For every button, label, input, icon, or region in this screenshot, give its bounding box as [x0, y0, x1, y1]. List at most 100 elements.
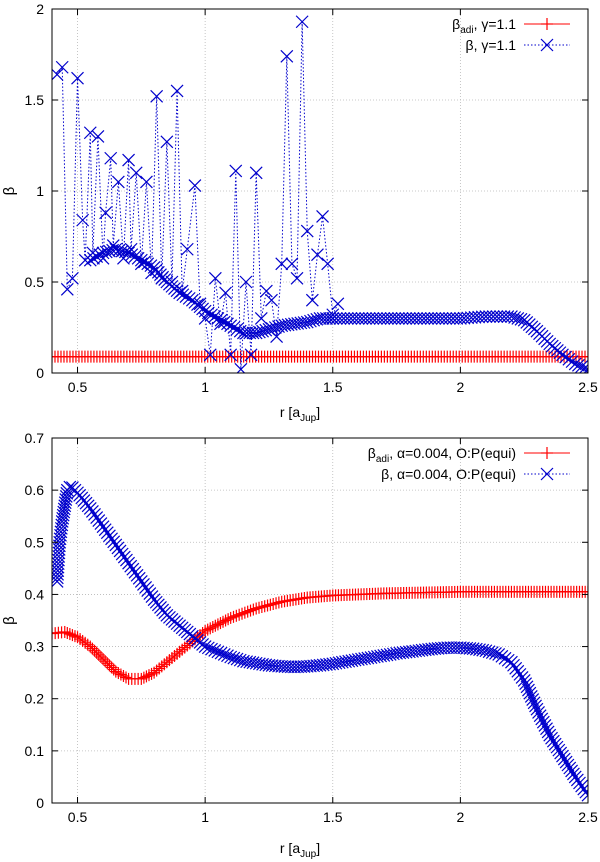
bottom-series-1-marker [134, 574, 148, 588]
top-series-1-marker-d2 [311, 248, 324, 262]
bottom-series-1-marker-d2 [122, 556, 135, 570]
bottom-series-1-marker [438, 641, 451, 655]
bottom-series-1-marker [96, 520, 110, 534]
bottom-series-1-marker [297, 660, 311, 673]
bottom-legend-marker-1-d2 [540, 467, 554, 481]
bottom-series-0-marker [261, 599, 274, 612]
top-series-2-marker-d2 [319, 311, 333, 325]
bottom-series-1-marker [536, 715, 550, 729]
top-series-1-marker-d2 [160, 135, 174, 149]
bottom-series-1-marker [143, 587, 157, 600]
top-series-3-marker-d2 [572, 358, 585, 372]
bottom-series-1-marker [139, 581, 153, 594]
bottom-series-1 [52, 480, 588, 802]
top-series-3-marker-d2 [556, 348, 569, 362]
bottom-series-1-marker-d2 [214, 646, 228, 660]
bottom-series-1-marker-d2 [566, 767, 580, 781]
bottom-series-1-marker [90, 511, 104, 524]
bottom-series-1-marker-d2 [132, 571, 146, 585]
bottom-series-1-marker-d2 [505, 655, 518, 669]
top-series-1-marker-d2 [52, 68, 64, 81]
top-series-1-marker [170, 84, 184, 98]
bottom-series-1-marker-d2 [479, 644, 493, 658]
bottom-series-1-marker [288, 660, 301, 674]
bottom-series-0-marker [253, 601, 266, 614]
top-series-2-marker-d2 [125, 248, 139, 262]
bottom-series-1-marker [217, 647, 231, 661]
bottom-series-1-marker-d2 [275, 659, 289, 673]
top-series-2-marker-d2 [141, 257, 155, 271]
top-series-1-line [56, 21, 339, 370]
bottom-series-1-marker [275, 659, 289, 673]
top-series-1-marker [65, 271, 79, 285]
bottom-series-1-marker [145, 590, 159, 604]
top-series-2-marker-d2 [83, 253, 97, 267]
top-series-1-marker-d2 [55, 60, 69, 74]
bottom-series-1-marker [444, 641, 458, 655]
top-xtick-label-0: 0.5 [68, 379, 88, 395]
bottom-series-1-marker [98, 523, 112, 537]
top-series-1-marker-d2 [122, 153, 135, 167]
top-series-2-marker-d2 [112, 243, 126, 257]
bottom-series-1-marker-d2 [85, 505, 99, 518]
bottom-ytick-label-6: 0.6 [25, 482, 45, 498]
top-series-1-marker [76, 213, 90, 227]
top-series-1-marker-d2 [104, 151, 118, 165]
bottom-series-0-marker [114, 668, 127, 681]
bottom-series-1-marker-d2 [294, 660, 308, 674]
bottom-series-1-marker-d2 [134, 574, 148, 588]
bottom-series-1-marker-d2 [581, 794, 588, 802]
top-series-2-marker-d2 [122, 246, 135, 260]
top-series-1-marker [129, 166, 143, 180]
bottom-series-1-marker [294, 660, 308, 674]
top-series-1-marker-d2 [129, 166, 143, 180]
bottom-series-1-marker-d2 [522, 683, 535, 697]
top-series-1-marker-d2 [170, 84, 184, 98]
top-series-1-marker-d2 [300, 224, 314, 238]
top-series-1-marker-d2 [83, 126, 97, 140]
bottom-series-1-marker-d2 [543, 728, 557, 742]
bottom-series-1-marker-d2 [444, 641, 458, 655]
top-series-3-marker [562, 352, 576, 366]
bottom-series-1-marker-d2 [570, 773, 584, 787]
bottom-series-1-marker [100, 526, 114, 540]
bottom-series-1-marker [526, 693, 540, 707]
top-series-1-marker [180, 242, 194, 256]
top-series-2-marker [131, 251, 145, 265]
top-xtick-label-2: 1.5 [323, 379, 343, 395]
top-series-2-marker-d2 [176, 288, 190, 302]
bottom-series-1-marker [554, 746, 568, 760]
bottom-xtick-label-2: 1.5 [323, 809, 343, 825]
top-series-1-marker [254, 311, 268, 325]
top-series-1-marker [229, 164, 243, 178]
bottom-series-1-marker [128, 565, 142, 579]
bottom-series-1-marker [563, 761, 577, 775]
bottom-series-1-marker [489, 647, 502, 660]
bottom-series-1-marker-d2 [526, 693, 540, 707]
top-series-2-marker [87, 251, 100, 265]
bottom-series-1-marker [509, 661, 523, 675]
bottom-series-1-marker-d2 [141, 584, 155, 597]
bottom-series-0-marker [142, 669, 155, 682]
bottom-series-1-marker [495, 649, 509, 663]
bottom-series-1-marker [548, 737, 562, 751]
top-series-2-marker [205, 308, 218, 322]
bottom-series-1-marker-d2 [546, 734, 560, 748]
bottom-series-1-marker-d2 [536, 715, 550, 729]
bottom-series-1-marker-d2 [511, 664, 525, 678]
bottom-series-1-marker [561, 758, 575, 772]
top-series-1-marker-d2 [265, 293, 278, 307]
bottom-ytick-label-3: 0.3 [25, 639, 45, 655]
bottom-series-1-marker-d2 [278, 660, 292, 673]
bottom-series-1-marker [538, 719, 552, 732]
top-series-1-marker [111, 175, 125, 189]
top-ytick-label-2: 1 [36, 183, 44, 199]
top-series-1-marker-d2 [188, 179, 202, 192]
top-series-2-marker [90, 250, 104, 263]
bottom-series-1-marker-d2 [221, 649, 234, 663]
top-series-2-marker [134, 253, 148, 267]
top-series-1-marker-d2 [244, 348, 258, 362]
top-series-2-marker [221, 317, 234, 331]
top-series-1-marker-d2 [76, 213, 90, 227]
bottom-series-1-marker-d2 [227, 651, 241, 665]
